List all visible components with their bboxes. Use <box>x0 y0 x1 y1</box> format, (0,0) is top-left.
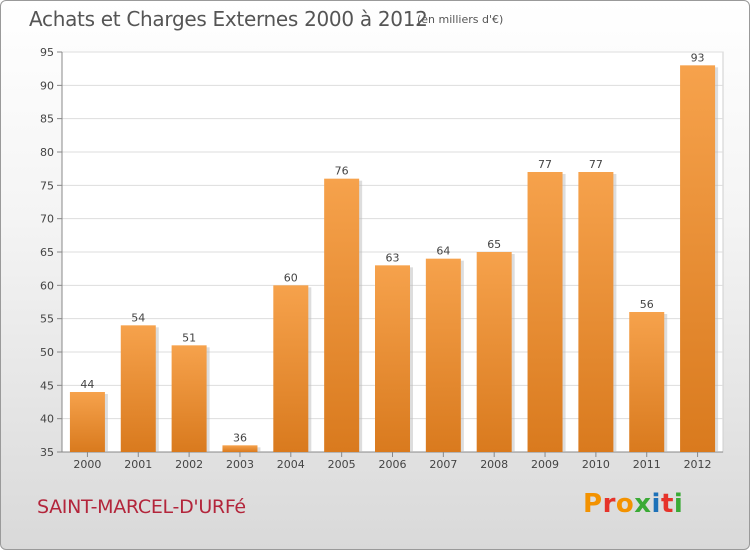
logo-letter: t <box>660 489 674 519</box>
y-tick-label: 90 <box>40 79 54 92</box>
y-tick-label: 80 <box>40 146 54 159</box>
y-tick-label: 45 <box>40 379 54 392</box>
x-tick-label: 2011 <box>633 458 661 471</box>
y-tick-label: 60 <box>40 279 54 292</box>
y-tick-label: 85 <box>40 113 54 126</box>
data-label: 64 <box>436 245 450 258</box>
data-label: 63 <box>386 251 400 264</box>
y-tick-label: 35 <box>40 446 54 459</box>
x-tick-label: 2012 <box>684 458 712 471</box>
logo-letter: i <box>651 489 661 519</box>
bar <box>171 345 207 452</box>
x-tick-label: 2001 <box>124 458 152 471</box>
logo-letter: o <box>615 489 635 519</box>
proxiti-logo[interactable]: Proxiti <box>583 489 683 519</box>
data-label: 93 <box>691 51 705 64</box>
bar <box>476 252 512 452</box>
data-label: 60 <box>284 271 298 284</box>
x-tick-label: 2004 <box>277 458 305 471</box>
logo-letter: i <box>673 489 684 519</box>
bar <box>527 172 563 452</box>
bar <box>120 325 156 452</box>
bar <box>324 178 360 452</box>
x-tick-label: 2003 <box>226 458 254 471</box>
bar <box>222 445 258 452</box>
y-tick-label: 95 <box>40 46 54 59</box>
x-tick-label: 2010 <box>582 458 610 471</box>
bar <box>578 172 614 452</box>
logo-letter: P <box>583 489 603 519</box>
data-label: 44 <box>80 378 94 391</box>
data-label: 76 <box>335 165 349 178</box>
data-label: 56 <box>640 298 654 311</box>
commune-name: SAINT-MARCEL-D'URFé <box>37 496 246 518</box>
bar <box>69 392 105 452</box>
y-tick-label: 70 <box>40 213 54 226</box>
data-label: 54 <box>131 311 145 324</box>
bar <box>629 312 665 452</box>
data-label: 77 <box>589 158 603 171</box>
bar <box>375 265 410 452</box>
x-tick-label: 2005 <box>328 458 356 471</box>
x-tick-label: 2007 <box>429 458 457 471</box>
y-tick-label: 75 <box>40 179 54 192</box>
y-tick-label: 40 <box>40 413 54 426</box>
chart-unit: (en milliers d'€) <box>417 13 504 26</box>
y-tick-label: 65 <box>40 246 54 259</box>
bar <box>273 285 309 452</box>
bar <box>680 65 716 452</box>
data-label: 65 <box>487 238 501 251</box>
data-label: 51 <box>182 331 196 344</box>
y-tick-label: 50 <box>40 346 54 359</box>
logo-letter: r <box>602 489 616 519</box>
data-label: 36 <box>233 431 247 444</box>
x-tick-label: 2000 <box>73 458 101 471</box>
chart-title: Achats et Charges Externes 2000 à 2012 <box>29 7 428 31</box>
x-tick-label: 2002 <box>175 458 203 471</box>
x-tick-label: 2009 <box>531 458 559 471</box>
logo-letter: x <box>634 489 652 519</box>
data-label: 77 <box>538 158 552 171</box>
y-tick-label: 55 <box>40 313 54 326</box>
x-tick-label: 2006 <box>379 458 407 471</box>
x-tick-label: 2008 <box>480 458 508 471</box>
bar <box>425 258 461 452</box>
